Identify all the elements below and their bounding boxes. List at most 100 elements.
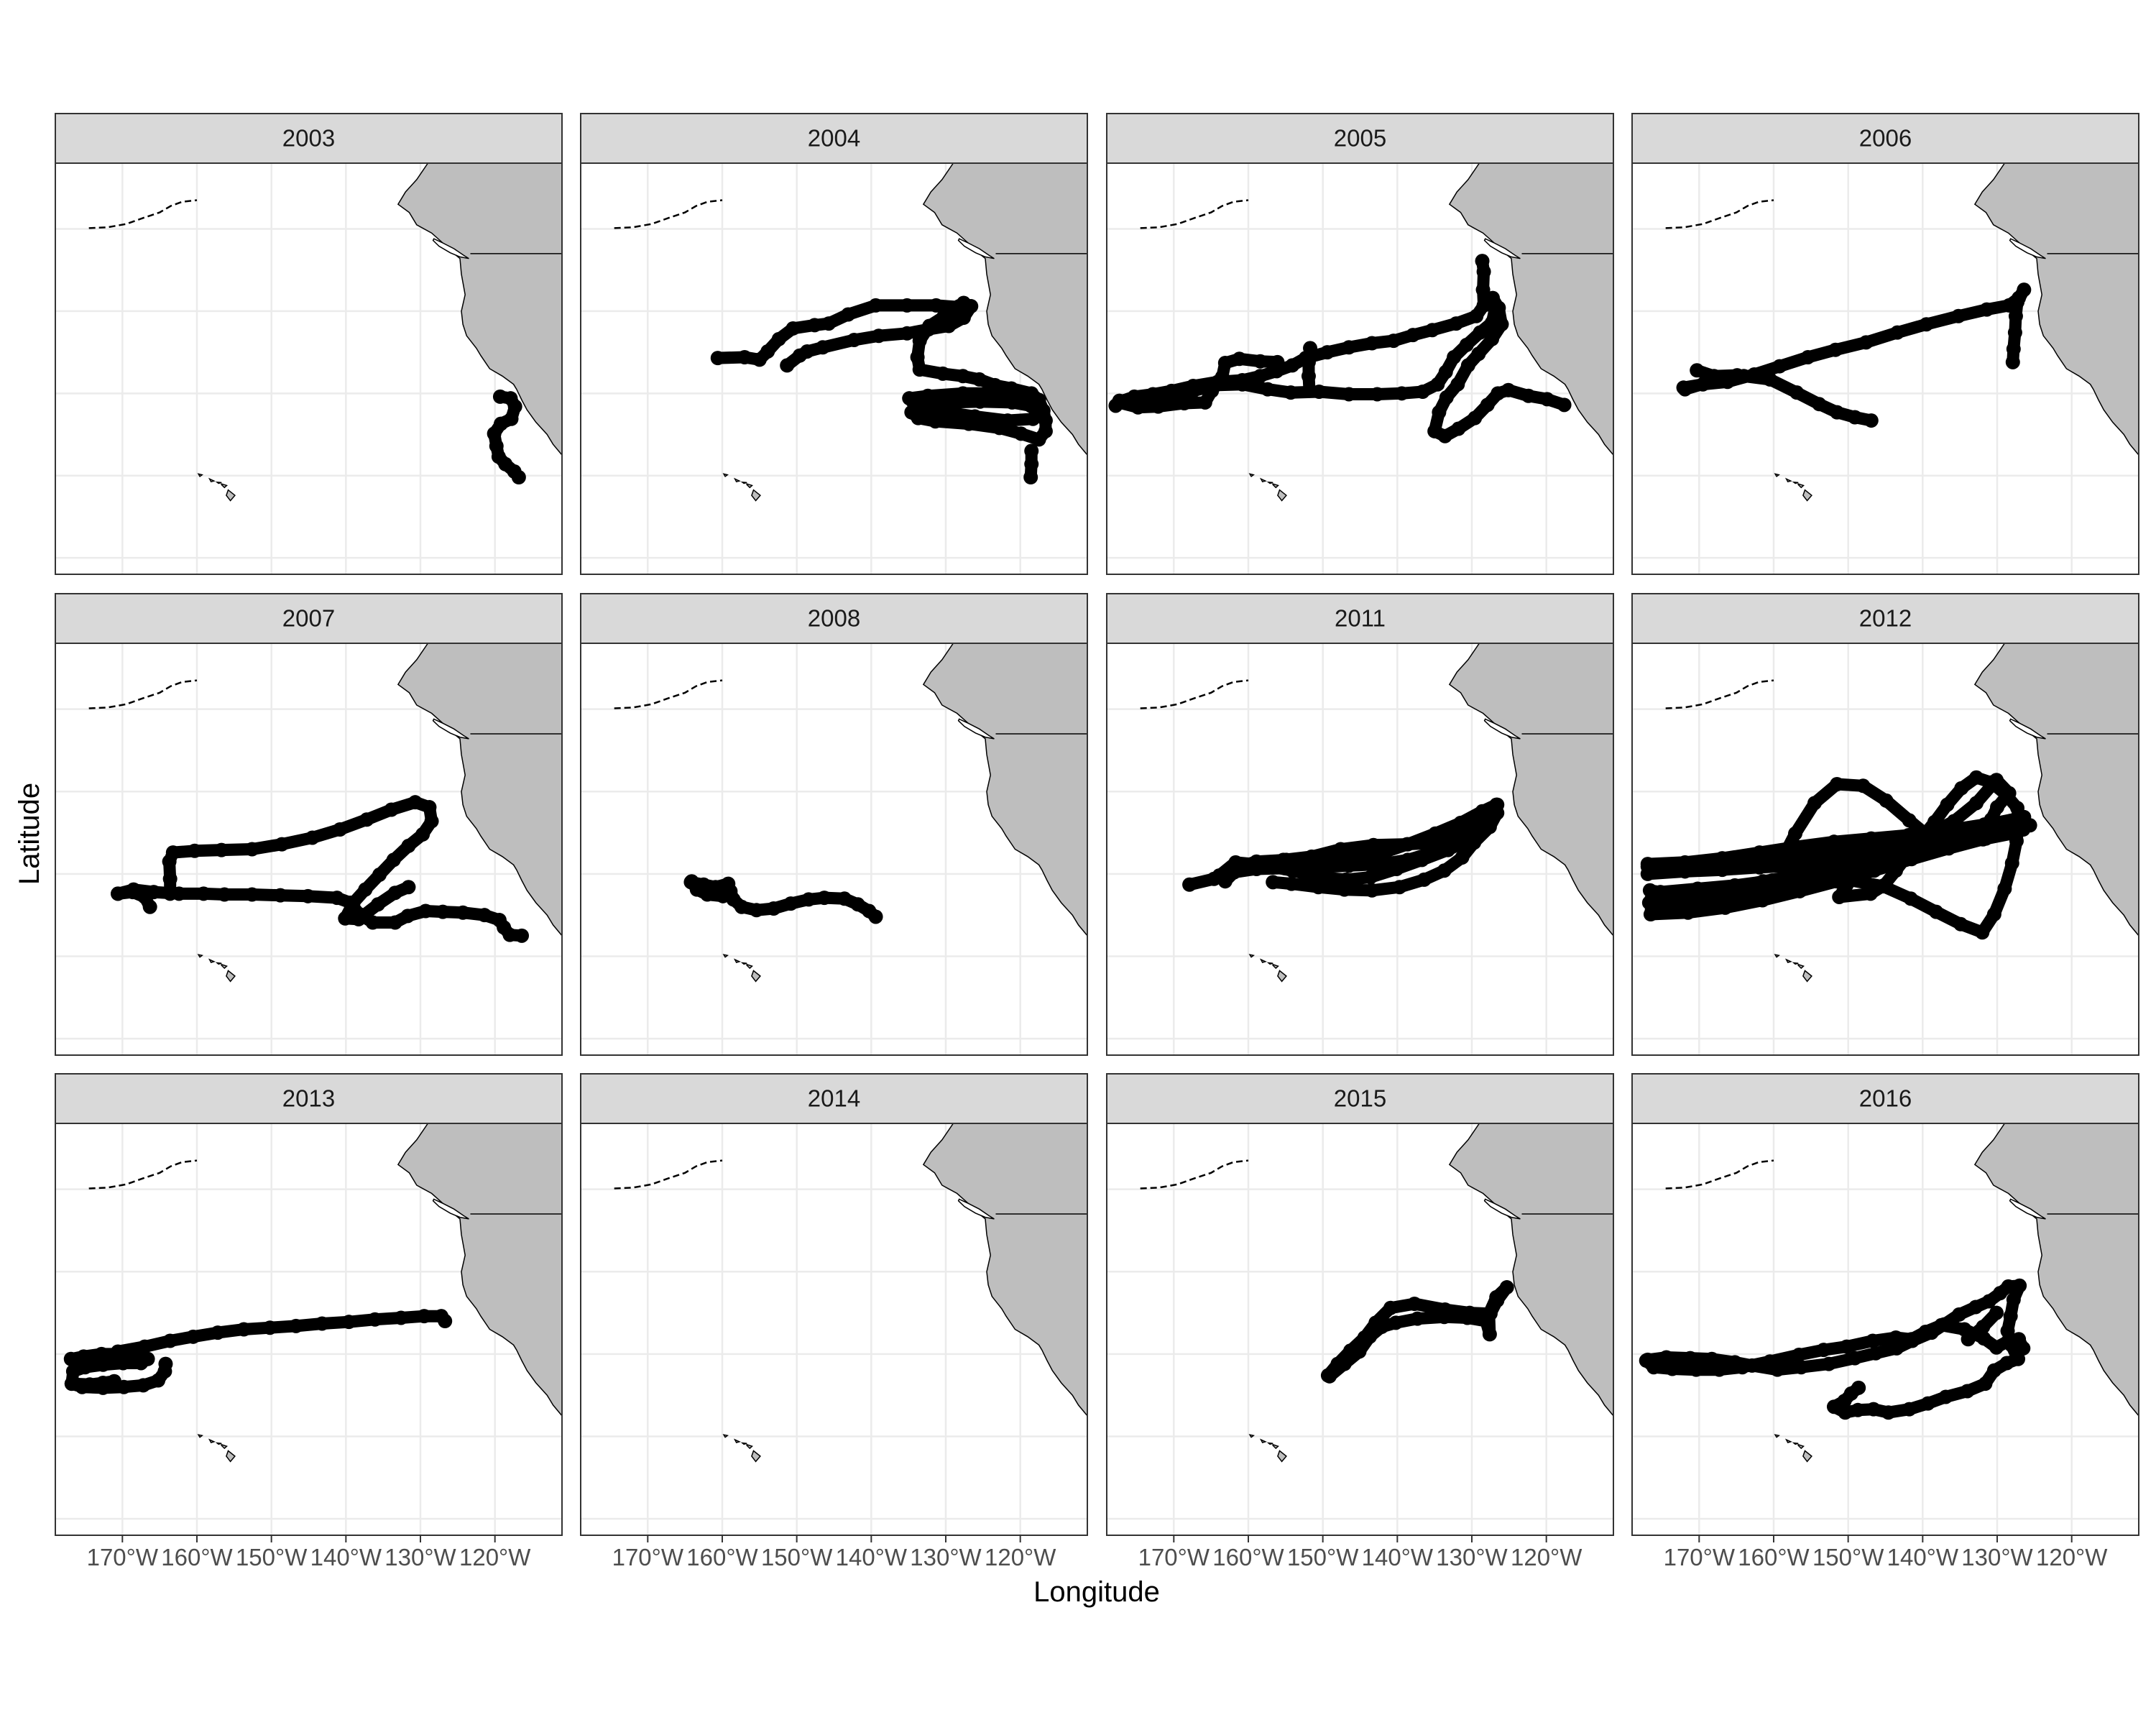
plot-area <box>55 643 562 1055</box>
track-point <box>1920 1396 1935 1411</box>
tracks <box>111 795 530 943</box>
track-point <box>1830 405 1845 420</box>
track-point <box>956 310 971 326</box>
track-point <box>1938 838 1953 853</box>
strip-label: 2015 <box>1334 1085 1386 1112</box>
track-point <box>1640 866 1655 881</box>
track-point <box>116 1356 131 1371</box>
track-point <box>1462 824 1477 839</box>
tracks <box>710 295 1053 485</box>
track-point <box>1998 786 2013 801</box>
track-point <box>1918 1324 1933 1339</box>
track-point <box>792 348 807 363</box>
track-point <box>1437 428 1452 443</box>
track-point <box>1832 889 1847 904</box>
track-point <box>1365 883 1380 898</box>
x-tick-label: 130°W <box>910 1544 982 1570</box>
land-masses <box>614 163 1087 502</box>
land-masses <box>88 163 562 502</box>
panel-border <box>55 643 563 1056</box>
hawaii-island <box>226 1450 236 1463</box>
x-tick-label: 150°W <box>761 1544 833 1570</box>
track-point <box>1864 413 1879 428</box>
track-point <box>1235 377 1250 392</box>
hawaii-island <box>1248 954 1255 958</box>
north-america-landmass <box>922 643 1087 937</box>
track-point <box>1285 863 1300 878</box>
hawaii-island <box>215 962 222 965</box>
land-masses <box>1665 643 2139 983</box>
aleutian-islands <box>88 679 198 709</box>
track-point <box>1789 858 1805 873</box>
hawaii-island <box>1797 963 1805 970</box>
hawaii-island <box>1774 473 1780 478</box>
plot-area <box>1107 1123 1613 1535</box>
track-point <box>1976 823 1991 838</box>
track-point <box>187 843 202 858</box>
track-point <box>1319 345 1335 360</box>
track-point <box>1690 363 1705 378</box>
strip-background <box>1631 1073 2139 1124</box>
vancouver-island <box>2009 1198 2046 1220</box>
hawaii-island <box>1277 970 1287 983</box>
track-point <box>372 868 387 883</box>
track-point <box>1386 334 1401 349</box>
hawaii-island <box>226 970 236 983</box>
hawaii-island <box>733 477 741 483</box>
track-point <box>125 885 140 900</box>
track-point <box>438 1314 453 1329</box>
track-point <box>1990 800 2005 815</box>
hawaii-island <box>221 483 228 489</box>
track-point <box>288 1318 303 1333</box>
x-axis-title: Longitude <box>1033 1576 1160 1608</box>
hawaii-island <box>746 483 753 489</box>
track-point <box>1643 907 1658 922</box>
track-point <box>1000 413 1015 428</box>
track-point <box>1253 369 1268 384</box>
track-point <box>683 875 699 890</box>
north-america-landmass <box>1448 1123 1613 1417</box>
vancouver-island <box>1483 238 1521 259</box>
track-point <box>952 299 967 314</box>
north-america-landmass <box>397 1123 562 1417</box>
track-point <box>1410 1311 1425 1326</box>
track-point <box>1004 381 1019 396</box>
track-point <box>1646 1360 1662 1375</box>
track-point <box>2003 1309 2018 1324</box>
track-point <box>786 321 801 336</box>
track-point <box>850 897 865 912</box>
track-point <box>1986 1363 2001 1378</box>
track-point <box>737 349 752 364</box>
track-point <box>1158 387 1174 402</box>
strip-label: 2008 <box>808 605 860 632</box>
track-point <box>1976 1320 1991 1335</box>
track-point <box>1979 302 1994 317</box>
track-point <box>1986 907 2001 922</box>
track-point <box>766 901 781 916</box>
track-point <box>1903 891 1918 906</box>
track-point <box>1799 876 1814 891</box>
hawaii-island <box>1774 1434 1780 1438</box>
strip-background <box>580 113 1088 164</box>
track-point <box>1333 842 1348 857</box>
plot-area <box>55 1123 562 1535</box>
plot-area <box>1632 163 2139 574</box>
track-point <box>1800 349 1815 364</box>
panel-2003: 2003 <box>55 113 563 575</box>
track-point <box>365 915 380 930</box>
hawaii-island <box>1784 958 1792 963</box>
track-point <box>1968 1300 1983 1315</box>
aleutian-islands <box>1140 199 1249 229</box>
strip-label: 2004 <box>808 125 860 152</box>
vancouver-island <box>2009 238 2046 259</box>
track-point <box>1304 849 1319 864</box>
track-point <box>1186 383 1201 398</box>
plot-area <box>581 643 1087 1055</box>
track-point <box>346 895 361 910</box>
track-point <box>1471 346 1486 362</box>
track-point <box>821 316 837 331</box>
track-point <box>1863 886 1878 901</box>
hawaii-island <box>1272 963 1279 970</box>
track-point <box>456 905 471 920</box>
track-point <box>1462 1305 1477 1320</box>
